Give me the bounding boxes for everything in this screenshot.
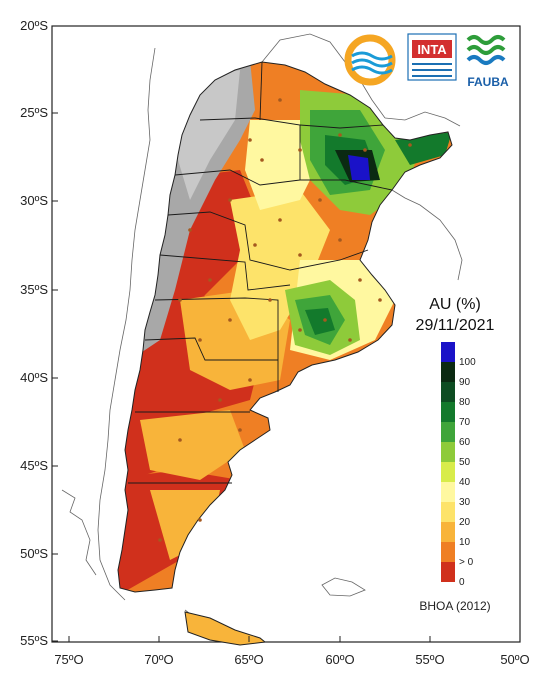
lat-label: 45ºS [20,458,48,473]
legend-swatch [441,542,455,562]
lon-label: 60ºO [325,652,354,667]
legend-swatch [441,382,455,402]
legend-label: 50 [459,457,471,468]
lon-label: 65ºO [234,652,263,667]
legend-label: 70 [459,417,471,428]
latitude-axis: 20ºS 25ºS 30ºS 35ºS 40ºS 45ºS 50ºS 55ºS [20,18,58,648]
legend-label: > 0 [459,557,474,568]
lat-label: 30ºS [20,193,48,208]
legend-swatch [441,482,455,502]
logo-circle [344,34,396,86]
legend-label: 60 [459,437,471,448]
lon-label: 50ºO [500,652,529,667]
legend-swatch [441,522,455,542]
legend-label: 0 [459,577,465,588]
lat-label: 35ºS [20,282,48,297]
legend-label: 80 [459,397,471,408]
legend-swatch [441,422,455,442]
paraguay-outline [384,111,461,127]
lon-label: 55ºO [415,652,444,667]
legend-swatch [441,402,455,422]
bolivia-outline [261,33,386,119]
legend-label: 30 [459,497,471,508]
malvinas-outline [321,577,366,597]
legend-date: 29/11/2021 [416,317,495,334]
lat-label: 40ºS [20,370,48,385]
lat-label: 50ºS [20,546,48,561]
legend-colorbar [441,342,455,582]
lat-label: 25ºS [20,105,48,120]
legend-swatch [441,342,455,362]
lon-label: 70ºO [144,652,173,667]
tierra-del-fuego [184,611,267,646]
longitude-axis: 75ºO 70ºO 65ºO 60ºO 55ºO 50ºO [54,636,530,667]
lat-label: 20ºS [20,18,48,33]
legend-swatch [441,502,455,522]
legend-swatch [441,562,455,582]
station-points [158,98,412,542]
legend-label: 20 [459,517,471,528]
legend-swatch [441,462,455,482]
logo-fauba: FAUBA [463,28,513,89]
legend-swatch [441,362,455,382]
legend-label: 100 [459,357,476,368]
lat-label: 55ºS [20,633,48,648]
legend-label: 40 [459,477,471,488]
fauba-logo-text: FAUBA [467,75,509,89]
legend-swatch [441,442,455,462]
chile-south-coast [61,489,97,576]
legend-credit: BHOA (2012) [419,599,490,613]
legend-label: 90 [459,377,471,388]
inta-logo-text: INTA [417,42,447,57]
lon-label: 75ºO [54,652,83,667]
legend-label: 10 [459,537,471,548]
legend: AU (%) 29/11/2021 100 90 80 70 60 50 40 30 20 10 >… [416,296,495,613]
uruguay-outline [391,189,463,281]
logo-inta: INTA [407,33,457,81]
legend-labels: 100 90 80 70 60 50 40 30 20 10 > 0 0 [459,357,476,588]
argentina-outline [117,61,453,593]
legend-title: AU (%) [429,296,481,313]
province-borders [128,61,393,484]
chile-outline [97,47,156,601]
